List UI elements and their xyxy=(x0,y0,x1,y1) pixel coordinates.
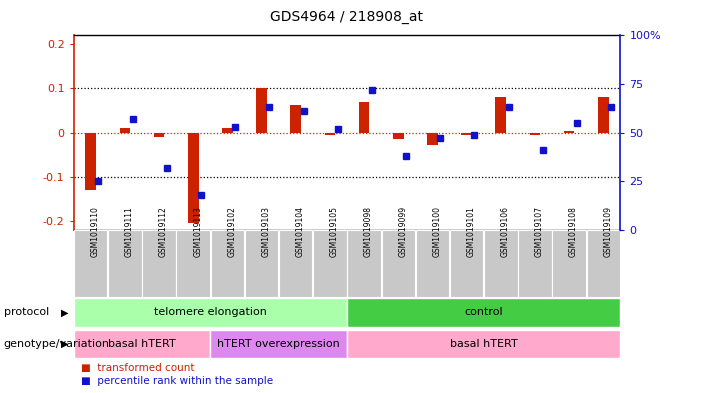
Bar xyxy=(210,330,347,358)
Text: ▶: ▶ xyxy=(61,307,69,318)
Text: GSM1019109: GSM1019109 xyxy=(604,206,612,257)
Bar xyxy=(188,132,198,223)
Text: GSM1019103: GSM1019103 xyxy=(261,206,271,257)
Bar xyxy=(416,230,449,297)
Bar xyxy=(598,97,608,132)
Bar xyxy=(86,132,96,190)
Bar xyxy=(120,128,130,132)
Bar xyxy=(74,230,107,297)
Text: GSM1019110: GSM1019110 xyxy=(90,206,100,257)
Bar xyxy=(154,132,164,137)
Bar xyxy=(393,132,404,139)
Bar xyxy=(222,128,233,132)
Bar xyxy=(484,230,517,297)
Text: hTERT overexpression: hTERT overexpression xyxy=(217,339,340,349)
Text: ■  transformed count: ■ transformed count xyxy=(81,363,194,373)
Bar xyxy=(245,230,278,297)
Bar xyxy=(359,102,369,132)
Text: genotype/variation: genotype/variation xyxy=(4,339,109,349)
Text: GSM1019098: GSM1019098 xyxy=(364,206,373,257)
Text: GSM1019111: GSM1019111 xyxy=(125,207,134,257)
Text: GSM1019102: GSM1019102 xyxy=(227,206,236,257)
Bar xyxy=(210,230,244,297)
Bar xyxy=(450,230,484,297)
Text: GSM1019106: GSM1019106 xyxy=(501,206,510,257)
Bar xyxy=(108,230,142,297)
Bar xyxy=(530,132,540,135)
Text: ■  percentile rank within the sample: ■ percentile rank within the sample xyxy=(81,376,273,386)
Text: GDS4964 / 218908_at: GDS4964 / 218908_at xyxy=(271,9,423,24)
Text: protocol: protocol xyxy=(4,307,49,318)
Bar xyxy=(461,132,472,135)
Text: GSM1019107: GSM1019107 xyxy=(535,206,544,257)
Text: telomere elongation: telomere elongation xyxy=(154,307,267,318)
Bar xyxy=(381,230,415,297)
Bar xyxy=(279,230,313,297)
Bar xyxy=(564,131,574,132)
Text: GSM1019104: GSM1019104 xyxy=(296,206,305,257)
Text: GSM1019100: GSM1019100 xyxy=(433,206,442,257)
Text: GSM1019101: GSM1019101 xyxy=(467,206,475,257)
Bar xyxy=(587,230,620,297)
Text: basal hTERT: basal hTERT xyxy=(108,339,176,349)
Text: basal hTERT: basal hTERT xyxy=(450,339,517,349)
Text: GSM1019099: GSM1019099 xyxy=(398,206,407,257)
Bar xyxy=(325,132,335,135)
Bar xyxy=(142,230,176,297)
Bar xyxy=(257,88,267,132)
Bar xyxy=(427,132,437,145)
Text: ▶: ▶ xyxy=(61,339,69,349)
Bar xyxy=(313,230,347,297)
Text: GSM1019113: GSM1019113 xyxy=(193,206,202,257)
Bar xyxy=(290,105,301,132)
Bar xyxy=(518,230,552,297)
Text: GSM1019108: GSM1019108 xyxy=(569,206,578,257)
Bar xyxy=(552,230,586,297)
Bar xyxy=(496,97,506,132)
Bar xyxy=(74,330,210,358)
Bar xyxy=(177,230,210,297)
Bar xyxy=(347,298,620,327)
Bar xyxy=(347,230,381,297)
Bar xyxy=(347,330,620,358)
Text: GSM1019105: GSM1019105 xyxy=(330,206,339,257)
Text: GSM1019112: GSM1019112 xyxy=(159,207,168,257)
Text: control: control xyxy=(464,307,503,318)
Bar xyxy=(74,298,347,327)
